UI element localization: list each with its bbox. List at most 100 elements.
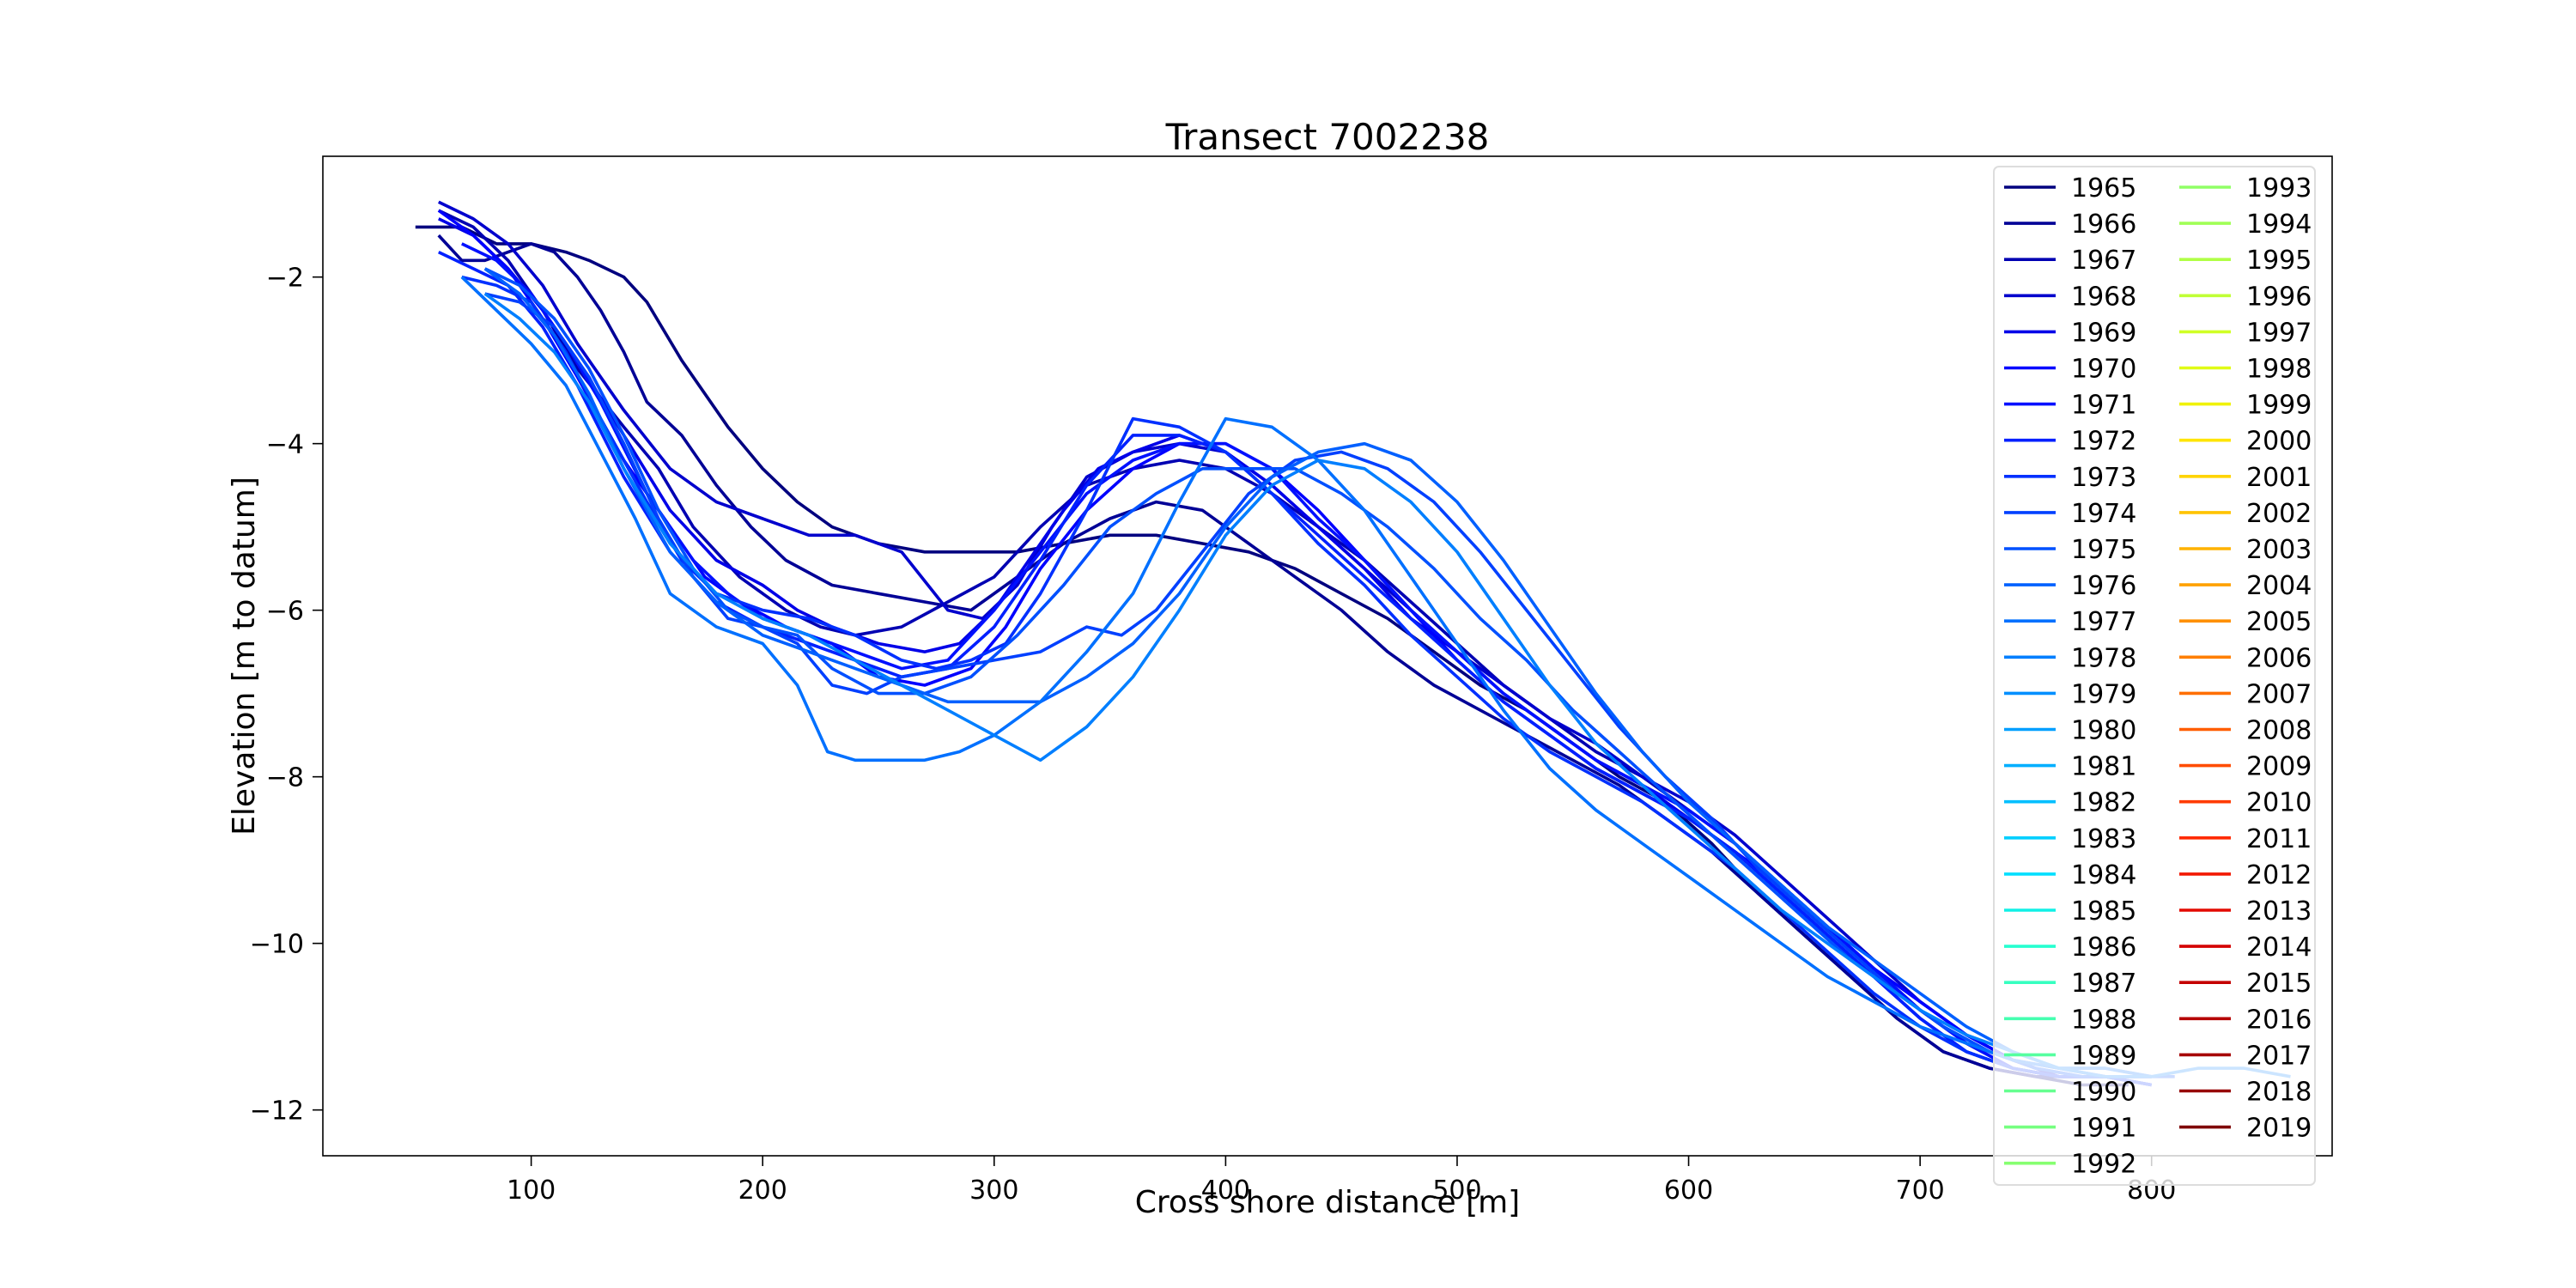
legend-entry-1974: 1974 [2004,499,2136,529]
series-line-1977 [460,276,2153,1078]
legend-entry-2008: 2008 [2179,716,2312,746]
legend-entry-2006: 2006 [2179,643,2312,673]
legend-label: 1980 [2071,716,2136,746]
y-axis-label: Elevation [m to datum] [227,477,262,835]
legend-label: 1968 [2071,282,2136,312]
legend-entry-1987: 1987 [2004,969,2136,999]
legend-entry-1989: 1989 [2004,1041,2136,1071]
legend-label: 2010 [2246,788,2312,818]
legend-entry-2004: 2004 [2179,571,2312,601]
legend-entry-2012: 2012 [2179,860,2312,890]
legend-entry-2019: 2019 [2179,1114,2312,1144]
legend-label: 1992 [2071,1150,2136,1180]
legend-entry-2002: 2002 [2179,499,2312,529]
legend-entry-1993: 1993 [2179,173,2312,204]
legend-entry-1994: 1994 [2179,210,2312,240]
y-tick-label: −4 [266,430,304,460]
legend-entry-1996: 1996 [2179,282,2312,312]
legend-entry-2009: 2009 [2179,752,2312,782]
legend-label: 1970 [2071,355,2136,385]
legend-label: 1994 [2246,210,2312,240]
legend-label: 2001 [2246,463,2312,493]
legend-entry-1991: 1991 [2004,1114,2136,1144]
y-tick-label: −2 [266,264,304,294]
legend-label: 1977 [2071,607,2136,637]
legend-label: 2008 [2246,716,2312,746]
legend-entry-1969: 1969 [2004,318,2136,348]
y-axis: −2 −4 −6 −8 −10 −12 [250,264,323,1127]
legend-entry-1976: 1976 [2004,571,2136,601]
series-line-1978 [483,292,2291,1078]
legend-label: 1999 [2246,391,2312,421]
legend-entry-1968: 1968 [2004,282,2136,312]
legend-label: 2011 [2246,824,2312,854]
x-tick-label: 400 [1201,1176,1250,1206]
legend-entry-1998: 1998 [2179,355,2312,385]
legend-label: 2015 [2246,969,2312,999]
legend-label: 1967 [2071,246,2136,276]
x-tick-label: 200 [738,1176,787,1206]
legend-label: 1991 [2071,1114,2136,1144]
legend-entry-1979: 1979 [2004,679,2136,709]
legend-label: 2012 [2246,860,2312,890]
legend-label: 1981 [2071,752,2136,782]
x-tick-label: 300 [969,1176,1018,1206]
legend-entry-2011: 2011 [2179,824,2312,854]
legend-entry-1967: 1967 [2004,246,2136,276]
legend-entry-1990: 1990 [2004,1078,2136,1108]
legend-label: 2007 [2246,679,2312,709]
legend-entry-2000: 2000 [2179,427,2312,457]
legend-label: 2018 [2246,1078,2312,1108]
legend-entry-2005: 2005 [2179,607,2312,637]
legend-entry-1971: 1971 [2004,391,2136,421]
legend-label: 2014 [2246,933,2312,963]
legend-entry-1966: 1966 [2004,210,2136,240]
legend-entry-1973: 1973 [2004,463,2136,493]
legend-entry-1977: 1977 [2004,607,2136,637]
legend-frame [1993,166,2316,1186]
legend-entry-1972: 1972 [2004,427,2136,457]
legend-entry-1980: 1980 [2004,716,2136,746]
legend-label: 2002 [2246,499,2312,529]
legend-entry-1978: 1978 [2004,643,2136,673]
legend-entry-1995: 1995 [2179,246,2312,276]
legend-label: 1984 [2071,860,2136,890]
y-tick-label: −8 [266,763,304,793]
legend-entry-2003: 2003 [2179,535,2312,565]
legend-entry-2013: 2013 [2179,896,2312,927]
legend-label: 1986 [2071,933,2136,963]
chart-title: Transect 7002238 [1165,116,1490,158]
legend-entry-1986: 1986 [2004,933,2136,963]
legend-entry-2016: 2016 [2179,1005,2312,1035]
legend-label: 1996 [2246,282,2312,312]
legend-entry-2007: 2007 [2179,679,2312,709]
legend-label: 1998 [2246,355,2312,385]
y-tick-label: −12 [250,1097,304,1127]
legend-label: 1989 [2071,1041,2136,1071]
legend-label: 1995 [2246,246,2312,276]
plot-border [322,155,2333,1157]
legend-entry-1970: 1970 [2004,355,2136,385]
legend-label: 1965 [2071,173,2136,204]
legend-label: 1982 [2071,788,2136,818]
legend-label: 1987 [2071,969,2136,999]
legend-entry-1999: 1999 [2179,391,2312,421]
x-tick-label: 100 [507,1176,556,1206]
legend-entry-1992: 1992 [2004,1150,2136,1180]
legend-label: 1966 [2071,210,2136,240]
y-tick-label: −6 [266,597,304,627]
legend-label: 1974 [2071,499,2136,529]
legend-label: 1993 [2246,173,2312,204]
legend-entry-1984: 1984 [2004,860,2136,890]
series-line-1976 [483,267,2153,1078]
legend-label: 1976 [2071,571,2136,601]
legend-label: 1985 [2071,896,2136,927]
legend-label: 2017 [2246,1041,2312,1071]
legend-label: 1975 [2071,535,2136,565]
legend-entry-2014: 2014 [2179,933,2312,963]
legend-entry-2001: 2001 [2179,463,2312,493]
legend-label: 2000 [2246,427,2312,457]
legend-label: 1978 [2071,643,2136,673]
legend-entry-2018: 2018 [2179,1078,2312,1108]
legend-label: 1971 [2071,391,2136,421]
